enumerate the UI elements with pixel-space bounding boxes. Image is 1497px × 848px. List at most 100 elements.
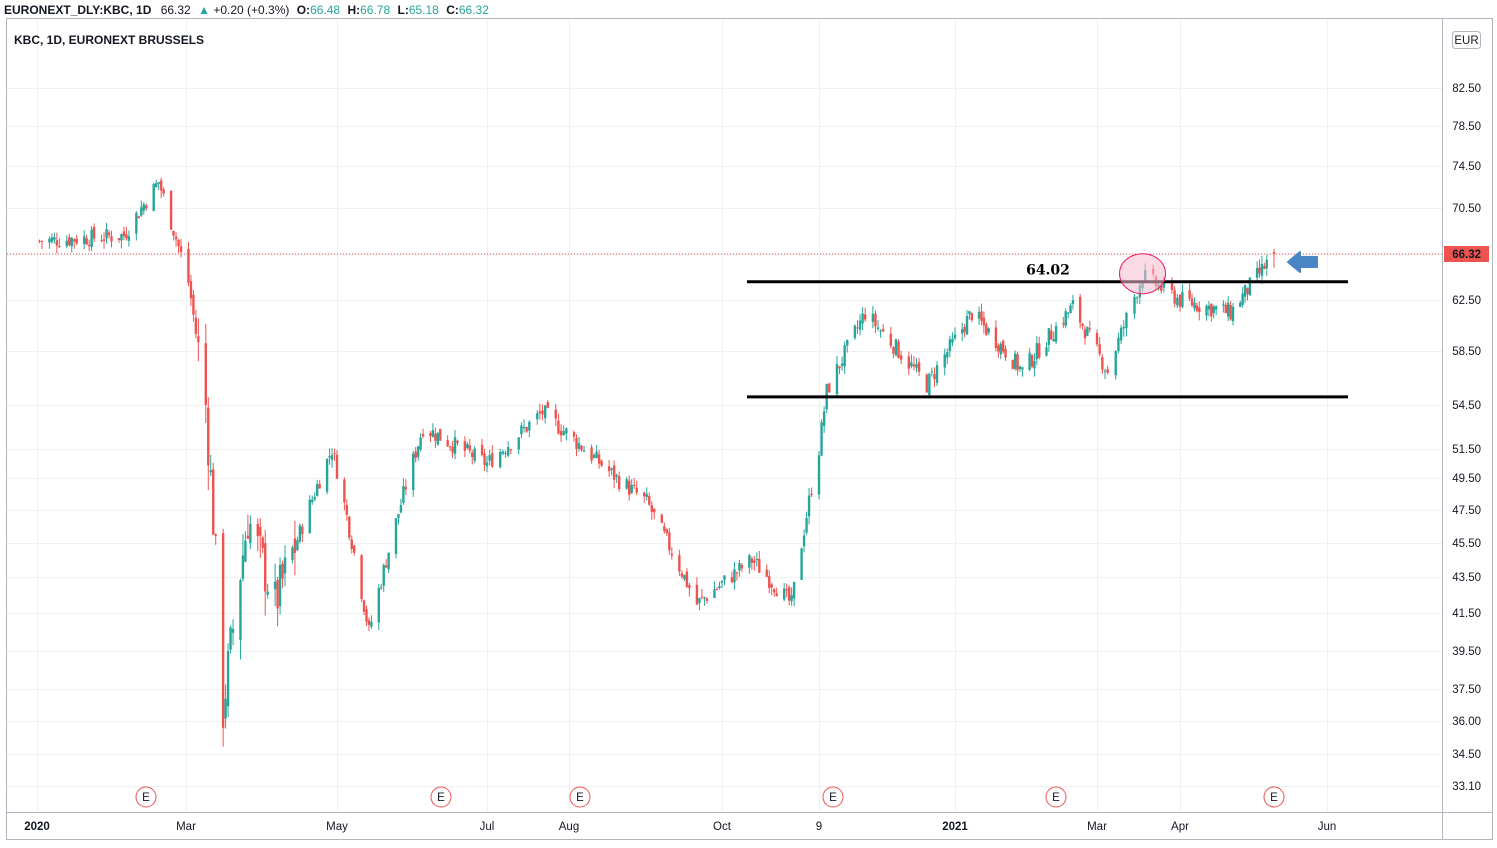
candle-body (463, 441, 467, 451)
candle-body (439, 428, 442, 441)
candle-body (1212, 306, 1215, 314)
candle-body (1098, 344, 1101, 354)
candle-body (1193, 302, 1196, 309)
candle-body (843, 345, 846, 367)
price-tick-label: 39.50 (1452, 646, 1481, 658)
price-tick-label: 49.50 (1452, 473, 1481, 485)
candle-body (335, 454, 339, 479)
currency-button[interactable] (1452, 31, 1481, 49)
symbol-label: EURONEXT_DLY:KBC, 1D (4, 3, 152, 17)
candle-body (630, 484, 633, 493)
candle-body (273, 581, 277, 590)
time-tick-label: 2020 (24, 821, 50, 833)
candle-body (1222, 304, 1225, 306)
price-tick-label: 41.50 (1452, 608, 1481, 620)
candle-body (40, 241, 44, 243)
candle-body (48, 238, 51, 243)
arrow-left-icon (1286, 251, 1318, 273)
candle-body (259, 526, 262, 536)
candle-body (698, 598, 701, 604)
candle-body (509, 449, 513, 451)
candle-body (773, 589, 776, 593)
last-price-tag (1444, 246, 1489, 262)
candle-body (1231, 306, 1235, 322)
candle-body (382, 565, 385, 586)
candle-body (582, 450, 586, 452)
candle-body (506, 447, 510, 456)
candle-body (298, 525, 302, 542)
earnings-marker (1263, 786, 1285, 808)
candle-body (861, 313, 864, 324)
price-tick-label: 58.50 (1452, 346, 1481, 358)
price-tick-label: 34.50 (1452, 749, 1481, 761)
candle-body (768, 576, 771, 588)
candle-body (491, 453, 494, 467)
time-tick-label: Mar (176, 821, 196, 833)
candle-body (313, 497, 316, 500)
candle-body (404, 486, 408, 490)
candle-body (127, 236, 131, 241)
candle-body (177, 239, 180, 247)
candle-body (1062, 322, 1065, 325)
candle-body (504, 452, 507, 454)
candle-body (733, 569, 736, 583)
candle-body (397, 514, 400, 518)
candle-body (122, 231, 126, 237)
candle-body (394, 518, 398, 554)
candle-body (256, 523, 259, 537)
candle-body (678, 555, 681, 572)
candle-body (318, 484, 321, 489)
candle-body (758, 558, 761, 573)
price-tick-label: 74.50 (1452, 161, 1481, 173)
candle-body (1162, 280, 1166, 288)
candle-body (787, 587, 791, 601)
candle-body (333, 453, 336, 455)
candle-body (1016, 354, 1019, 371)
candle-body (224, 698, 227, 719)
candle-body (917, 362, 921, 372)
candle-body (1001, 340, 1005, 352)
candle-body (520, 425, 523, 435)
currency-label: EUR (1454, 35, 1478, 47)
candle-body (53, 236, 56, 240)
candle-body (90, 229, 93, 248)
candle-body (680, 573, 684, 577)
resistance-label: 64.02 (1026, 263, 1070, 279)
open-value: 66.48 (310, 3, 340, 17)
candle-body (994, 327, 998, 348)
candle-body (999, 343, 1002, 355)
candle-body (894, 339, 898, 356)
time-axis[interactable]: 2020 Mar May Jul Aug Oct 9 2021 Mar Apr Jun (24, 821, 1336, 833)
candle-body (928, 373, 931, 396)
candle-body (412, 453, 415, 491)
candle-body (543, 405, 547, 419)
candle-body (541, 410, 544, 415)
time-tick-label: 2021 (942, 821, 968, 833)
candle-body (434, 433, 437, 441)
candle-body (328, 456, 331, 458)
candle-body (466, 443, 469, 449)
candle-body (187, 248, 190, 283)
candle-body (1246, 287, 1249, 294)
price-tick-label: 43.50 (1452, 572, 1481, 584)
candle-body (792, 581, 796, 599)
candle-body (715, 589, 719, 591)
candles (38, 177, 1276, 747)
candle-body (592, 454, 596, 458)
candle-body (970, 313, 974, 320)
earnings-marker (135, 786, 157, 808)
candle-body (790, 595, 793, 602)
price-axis[interactable]: 82.50 78.50 74.50 70.50 66.32 62.50 58.50 54.50… (1444, 83, 1489, 793)
time-tick-label: May (326, 821, 348, 833)
candle-body (87, 245, 91, 247)
candle-body (456, 440, 459, 444)
candle-body (820, 422, 823, 456)
ohlc-header: EURONEXT_DLY:KBC, 1D 66.32 ▲ +0.20 (+0.3… (4, 3, 489, 17)
candle-body (1210, 303, 1213, 317)
candle-body (863, 314, 867, 320)
candle-body (765, 569, 768, 577)
candle-body (775, 593, 778, 597)
candle-body (75, 238, 78, 244)
time-tick-label: Jul (480, 821, 495, 833)
